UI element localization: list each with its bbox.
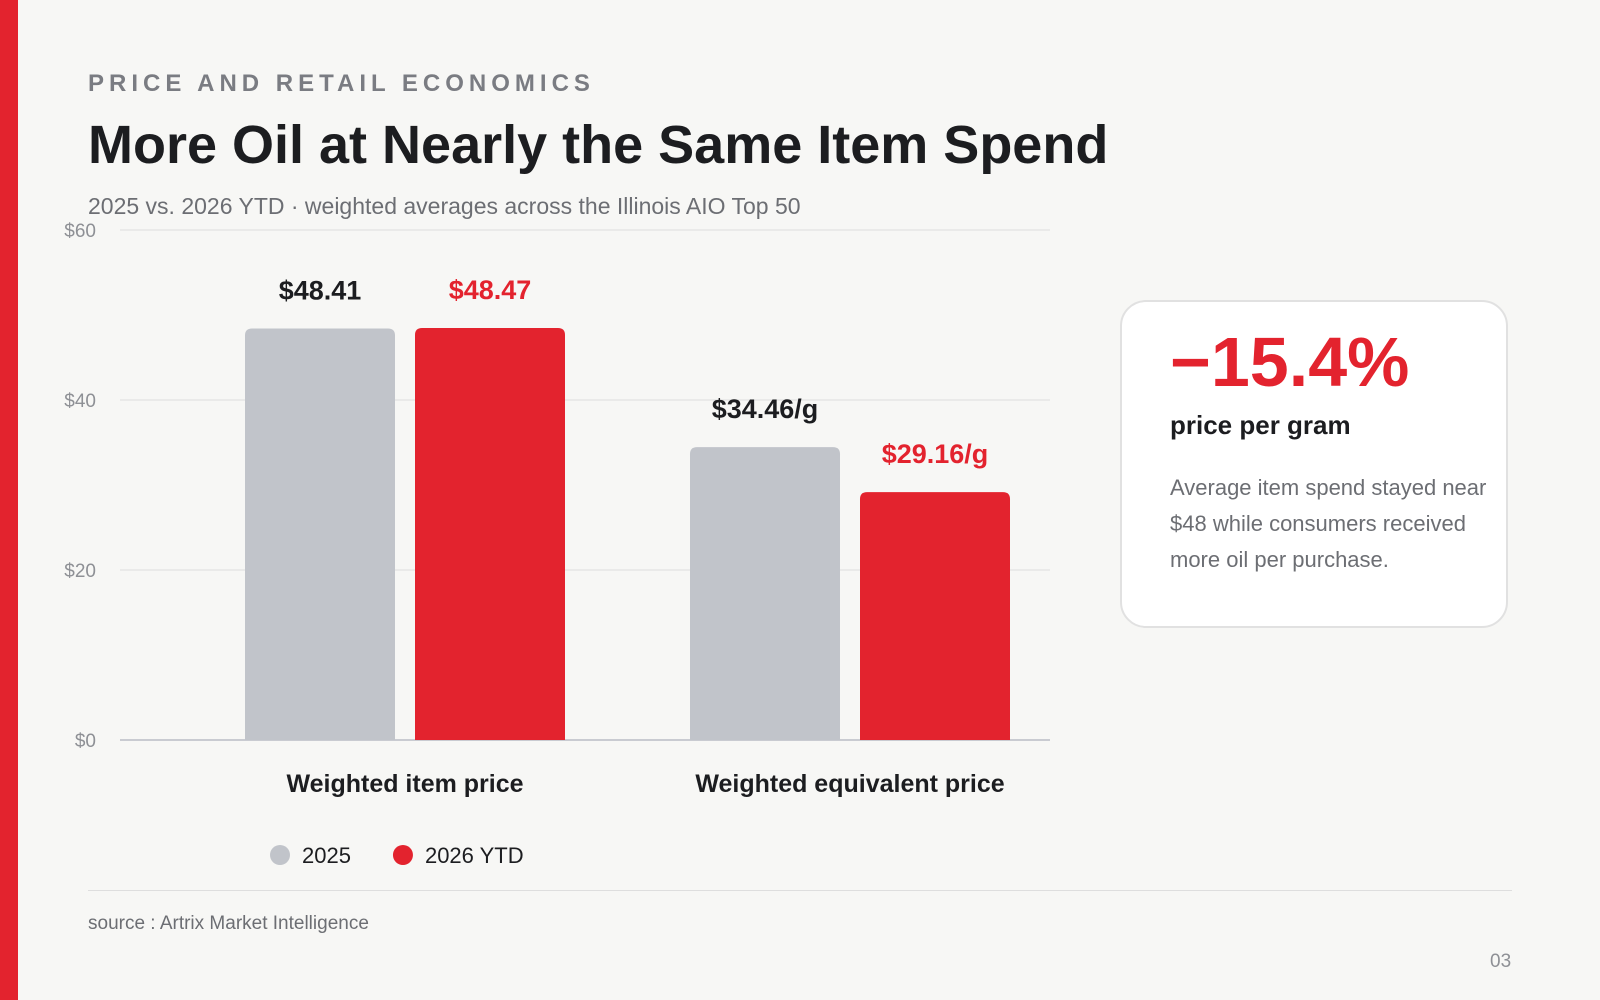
legend-label: 2026 YTD xyxy=(425,843,524,868)
page-subtitle: 2025 vs. 2026 YTD · weighted averages ac… xyxy=(88,193,801,219)
bar-value-label: $48.41 xyxy=(279,276,362,306)
callout-card: −15.4% price per gram Average item spend… xyxy=(1120,300,1508,628)
callout-label: price per gram xyxy=(1170,410,1351,440)
x-category-label: Weighted item price xyxy=(286,770,523,798)
y-tick-label: $60 xyxy=(64,221,96,242)
y-tick-label: $0 xyxy=(75,731,96,752)
legend-label: 2025 xyxy=(302,843,351,868)
legend-swatch xyxy=(270,845,290,865)
callout-text: Average item spend stayed near $48 while… xyxy=(1170,475,1487,572)
y-tick-label: $20 xyxy=(64,561,96,582)
bar xyxy=(860,492,1010,740)
source-note: source : Artrix Market Intelligence xyxy=(88,913,369,934)
y-tick-label: $40 xyxy=(64,391,96,412)
page-title: More Oil at Nearly the Same Item Spend xyxy=(88,115,1109,175)
bar xyxy=(690,447,840,740)
footer-divider xyxy=(88,890,1512,891)
bar-value-label: $34.46/g xyxy=(712,394,819,424)
bar-value-label: $48.47 xyxy=(449,275,532,305)
x-category-label: Weighted equivalent price xyxy=(695,770,1004,798)
bar-value-label: $29.16/g xyxy=(882,439,989,469)
accent-bar xyxy=(0,0,18,1000)
bar xyxy=(415,328,565,740)
page-number: 03 xyxy=(1490,951,1512,972)
callout-value: −15.4% xyxy=(1170,323,1410,401)
bar xyxy=(245,328,395,740)
legend-swatch xyxy=(392,845,413,865)
bar-chart: $0 $20 $40 $60 $48.41 $48.47 Weighted item pri… xyxy=(64,221,1050,868)
section-eyebrow: PRICE AND RETAIL ECONOMICS xyxy=(88,70,595,97)
